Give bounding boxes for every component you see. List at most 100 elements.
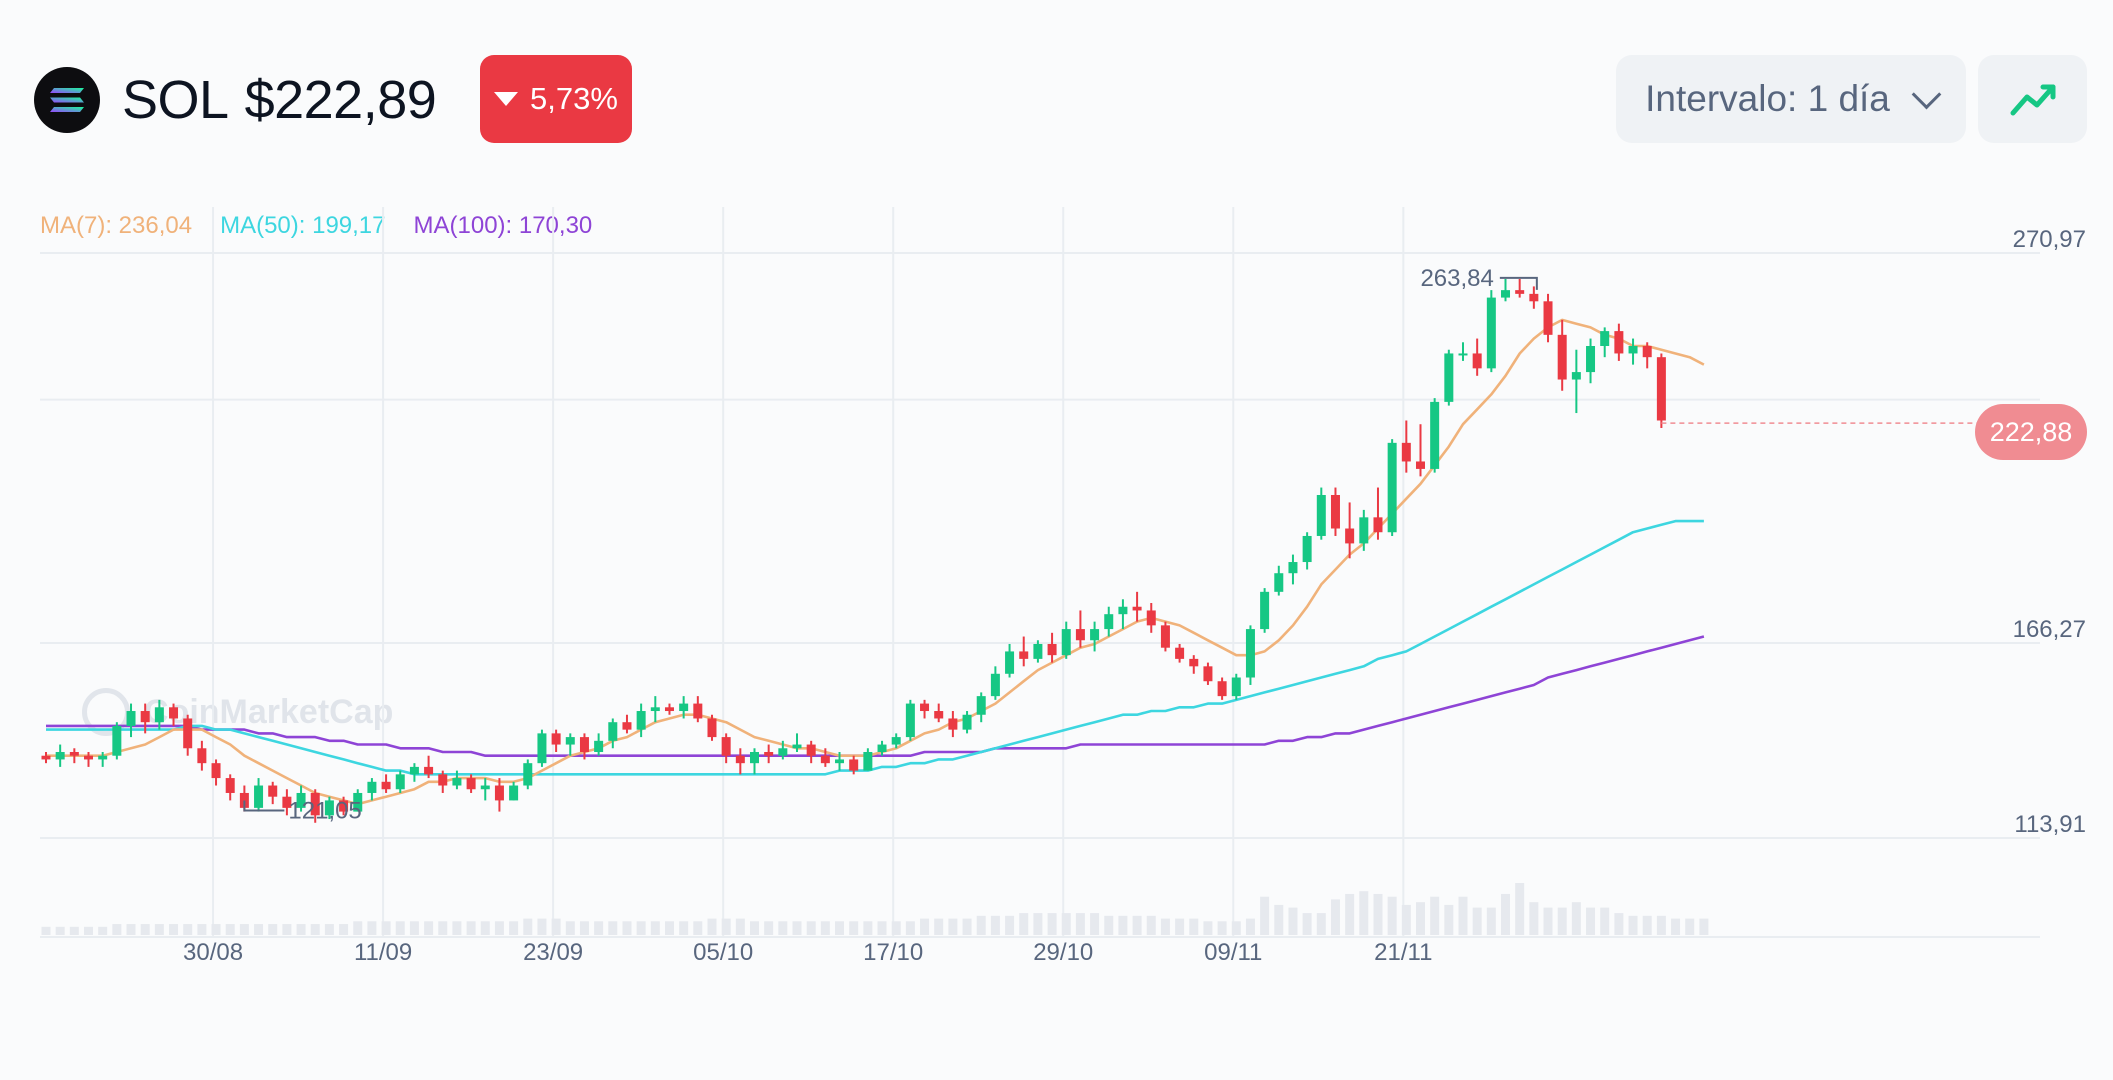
price-change-badge: 5,73% [480,55,632,143]
x-tick-label: 11/09 [354,939,412,966]
volume-bar [1316,913,1326,935]
candle-body [154,707,164,723]
candle-body [98,755,108,760]
volume-bar [225,924,235,935]
candle-body [820,755,830,764]
candle-body [622,722,632,730]
volume-bar [622,921,632,935]
candle-body [1486,297,1496,369]
volume-bar [1642,915,1652,935]
candle-body [608,722,618,741]
volume-bar [1075,913,1085,935]
volume-bar [1260,896,1270,935]
volume-bar [778,921,788,935]
volume-bar [1231,921,1241,935]
candle-body [1132,606,1142,611]
caret-down-icon [494,92,519,106]
candle-body [707,718,717,738]
volume-bar [1047,913,1057,935]
candle-body [1472,353,1482,369]
volume-bar [268,924,278,935]
volume-bar [1486,907,1496,935]
volume-bar [409,921,419,935]
volume-bar [1656,915,1666,935]
volume-bar [863,921,873,935]
volume-bar [664,921,674,935]
candle-body [183,718,193,749]
volume-bar [1515,883,1525,935]
candle-body [438,774,448,786]
candle-body [466,778,476,790]
x-tick-label: 23/09 [523,939,583,966]
candle-body [664,707,674,712]
candle-body [1387,442,1397,533]
price-label: $222,89 [244,70,437,130]
last-price-value: 222,88 [1989,416,2073,447]
candle-body [594,740,604,752]
candle-body [735,755,745,764]
candle-body [920,703,930,712]
volume-bar [1217,921,1227,935]
x-tick-label: 21/11 [1374,939,1432,966]
volume-bar [551,918,561,935]
volume-bar [735,918,745,935]
candle-body [282,796,292,808]
x-tick-label: 09/11 [1204,939,1262,966]
candle-body [835,759,845,764]
candle-body [551,733,561,745]
candle-body [1217,681,1227,697]
volume-bar [1458,896,1468,935]
candle-body [1557,334,1567,380]
volume-bar [112,924,122,935]
x-tick-label: 05/10 [693,939,753,966]
candle-body [891,737,901,745]
y-tick-label: 270,97 [2013,226,2086,253]
volume-bar [891,921,901,935]
volume-bar [197,924,207,935]
volume-bar [849,921,859,935]
candle-body [1175,647,1185,659]
candle-body [381,781,391,790]
volume-bar [1302,913,1312,935]
candle-body [1401,442,1411,462]
volume-bar [1472,907,1482,935]
volume-bar [353,921,363,935]
volume-bar [1288,907,1298,935]
candle-body [225,778,235,793]
candle-body [1189,658,1199,667]
candle-body [1430,401,1440,469]
candle-body [239,792,249,808]
chart-type-button[interactable] [1978,55,2087,143]
candle-body [976,696,986,715]
volume-bar [1401,904,1411,935]
volume-bar [282,924,292,935]
candle-body [310,792,320,816]
candle-body [1245,629,1255,678]
volume-bar [324,924,334,935]
candle-body [962,714,972,730]
volume-bar [1557,907,1567,935]
volume-bar [948,918,958,935]
interval-dropdown[interactable]: Intervalo: 1 día [1616,55,1966,143]
candle-body [1302,535,1312,563]
volume-bar [1160,918,1170,935]
volume-bar [1175,918,1185,935]
candle-body [1047,643,1057,656]
volume-bar [509,921,519,935]
ma100-line [46,635,1705,758]
volume-bar [367,921,377,935]
candle-body [523,763,533,786]
candle-body [1345,528,1355,544]
candle-body [1231,677,1241,697]
volume-bar [1019,913,1029,935]
candle-body [1090,629,1100,641]
candle-body [1118,606,1128,615]
candle-body [1330,494,1340,529]
candle-body [1415,461,1425,469]
y-tick-label: 113,91 [2014,811,2086,838]
volume-bar [1671,918,1681,935]
volume-bar [905,921,915,935]
volume-bar [962,918,972,935]
volume-bar [381,921,391,935]
